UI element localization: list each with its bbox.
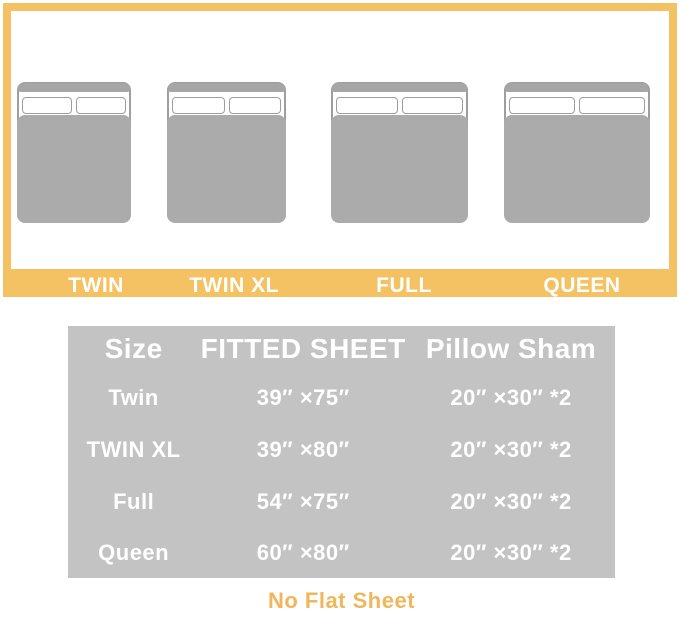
pillow-right-icon [579, 97, 645, 114]
table-cell-pillow-sham: 20″ ×30″ *2 [450, 489, 572, 514]
bed-size-label-twin-xl: TWIN XL [189, 274, 279, 297]
no-flat-sheet-note: No Flat Sheet [267, 588, 416, 613]
table-cell-size: Queen [98, 540, 170, 565]
pillow-left-icon [509, 97, 575, 114]
table-cell-fitted-sheet: 54″ ×75″ [256, 489, 350, 514]
bed-pillows [22, 97, 126, 114]
bed-size-label-full: FULL [376, 274, 432, 297]
pillow-left-icon [336, 97, 398, 114]
table-header-size: Size [104, 333, 163, 364]
bed-icon-queen [504, 82, 650, 223]
bed-blanket [17, 115, 131, 223]
pillow-right-icon [76, 97, 126, 114]
bed-pillows [172, 97, 281, 114]
table-cell-fitted-sheet: 39″ ×75″ [256, 385, 350, 410]
bed-pillows [336, 97, 463, 114]
bed-icon-twin [17, 82, 131, 223]
bed-blanket [504, 115, 650, 223]
table-cell-fitted-sheet: 39″ ×80″ [256, 437, 350, 462]
table-cell-size: TWIN XL [86, 437, 181, 462]
table-cell-fitted-sheet: 60″ ×80″ [256, 540, 350, 565]
bed-blanket [331, 115, 468, 223]
bed-headboard [18, 83, 130, 92]
pillow-right-icon [401, 97, 463, 114]
pillow-left-icon [22, 97, 72, 114]
bed-headboard [505, 83, 649, 92]
bed-size-label-twin: TWIN [68, 274, 124, 297]
size-spec-table: Size FITTED SHEET Pillow Sham Twin 39″ ×… [68, 326, 615, 578]
table-header-fitted-sheet: FITTED SHEET [200, 333, 406, 364]
bed-size-label-queen: QUEEN [543, 274, 621, 297]
table-cell-size: Twin [108, 385, 159, 410]
bed-headboard [168, 83, 285, 92]
table-cell-pillow-sham: 20″ ×30″ *2 [450, 385, 572, 410]
table-header-pillow-sham: Pillow Sham [425, 333, 597, 364]
pillow-right-icon [228, 97, 281, 114]
bed-icon-full [331, 82, 468, 223]
bed-headboard [332, 83, 467, 92]
bed-blanket [167, 115, 286, 223]
bed-icon-twin-xl [167, 82, 286, 223]
bed-pillows [509, 97, 645, 114]
table-cell-pillow-sham: 20″ ×30″ *2 [450, 437, 572, 462]
table-cell-pillow-sham: 20″ ×30″ *2 [450, 540, 572, 565]
table-cell-size: Full [113, 489, 155, 514]
pillow-left-icon [172, 97, 225, 114]
